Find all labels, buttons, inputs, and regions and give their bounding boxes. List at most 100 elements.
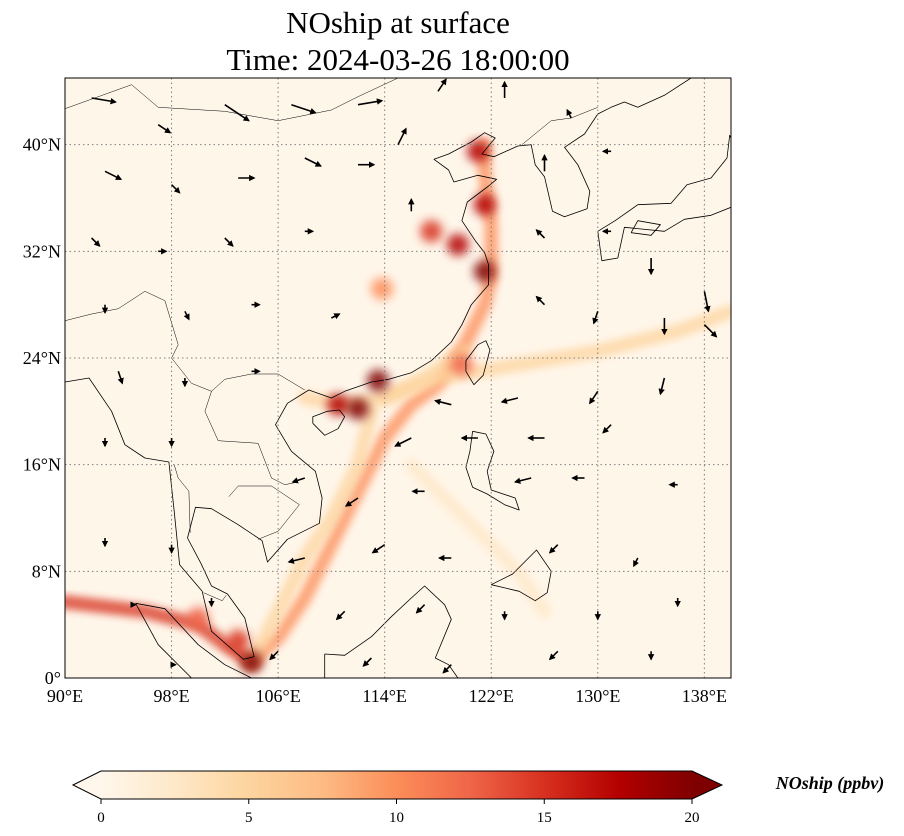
colorbar-tick-label: 10 [389, 810, 404, 826]
title-line-2: Time: 2024-03-26 18:00:00 [226, 42, 569, 77]
country-border [521, 107, 598, 145]
emission-hotspot [466, 140, 489, 163]
coastline-hainan [312, 409, 346, 436]
wind-arrow [183, 310, 190, 321]
shipping-lane [244, 404, 379, 669]
lon-tick-label: 130°E [575, 686, 620, 706]
wind-arrow [535, 229, 546, 239]
wind-arrow [500, 397, 519, 404]
country-border [65, 78, 399, 121]
emission-hotspot [450, 353, 473, 376]
lon-tick-label: 106°E [256, 686, 301, 706]
borders-layer [65, 78, 598, 602]
wind-arrow [224, 237, 234, 247]
emission-hotspot [240, 651, 263, 673]
colorbar-tick-label: 5 [245, 810, 253, 826]
lon-tick-label: 138°E [682, 686, 727, 706]
lat-tick-label: 24°N [23, 348, 61, 368]
map-panel: 90°E 98°E 106°E 114°E 122°E 130°E 138°E 0° 8°N 1… [23, 77, 732, 706]
coastline-sumatra [135, 602, 252, 678]
country-border [65, 291, 166, 321]
colorbar: 0 5 10 15 20 NOship (ppbv) [71, 770, 885, 826]
lon-tick-label: 114°E [362, 686, 407, 706]
coastline-mindanao [491, 549, 552, 602]
wind-arrow [592, 311, 599, 325]
colorbar-gradient [101, 771, 693, 799]
wind-arrow [224, 104, 250, 122]
wind-arrow [304, 157, 322, 167]
coastlines-layer [65, 78, 731, 678]
colorbar-label: NOship (ppbv) [775, 773, 885, 794]
wind-arrow [344, 497, 359, 507]
wind-arrow [548, 650, 559, 661]
country-border [204, 391, 299, 485]
wind-arrow [513, 477, 532, 484]
title-line-1: NOship at surface [286, 5, 510, 40]
wind-arrow [91, 237, 101, 247]
wind-arrow [362, 657, 372, 667]
wind-arrow [658, 377, 666, 396]
colorbar-tick-label: 0 [97, 810, 105, 826]
emission-hotspot [420, 220, 443, 243]
shipping-lane [404, 457, 552, 619]
wind-arrow [434, 398, 452, 406]
coastline-taiwan [465, 340, 491, 386]
emission-hotspot [347, 397, 369, 420]
lon-tick-label: 90°E [47, 686, 83, 706]
emission-hotspot [327, 393, 350, 416]
lon-tick-label: 98°E [153, 686, 189, 706]
country-border [228, 485, 300, 540]
wind-arrow [566, 108, 573, 119]
lat-tick-label: 16°N [23, 455, 61, 475]
wind-arrow [291, 103, 317, 115]
emission-hotspot [446, 233, 469, 256]
colorbar-tick-label: 20 [685, 810, 700, 826]
map-frame [64, 77, 732, 679]
emission-hotspot [473, 193, 496, 216]
shipping-lane [244, 137, 499, 669]
lat-tick-label: 40°N [23, 135, 61, 155]
wind-arrow [415, 604, 426, 614]
wind-arrow [287, 557, 305, 564]
emission-hotspot [187, 607, 210, 629]
coastline-borneo [324, 585, 459, 678]
coastline-japan [597, 134, 731, 262]
wind-arrow [157, 124, 172, 134]
wind-arrow [335, 610, 346, 621]
lat-tick-label: 32°N [23, 241, 61, 261]
lat-tick-label: 8°N [32, 561, 61, 581]
lon-tick-labels: 90°E 98°E 106°E 114°E 122°E 130°E 138°E [47, 686, 727, 706]
colorbar-extend-low [73, 771, 101, 799]
emission-hotspot [227, 629, 250, 652]
emission-hotspot [371, 277, 393, 300]
wind-arrow [171, 184, 181, 194]
wind-arrow [442, 664, 452, 674]
wind-arrow [548, 544, 559, 554]
wind-arrow [371, 544, 386, 554]
wind-arrow [703, 291, 711, 313]
lon-tick-label: 122°E [469, 686, 514, 706]
wind-arrow [104, 170, 123, 181]
wind-arrow [291, 477, 306, 484]
lat-tick-label: 0° [45, 668, 61, 688]
wind-arrow [535, 295, 546, 306]
wind-arrow [602, 424, 612, 434]
wind-arrow [703, 324, 718, 338]
colorbar-tick-label: 15 [537, 810, 552, 826]
colorbar-extend-high [692, 771, 722, 799]
wind-arrow [117, 371, 124, 385]
map-background [65, 78, 731, 678]
country-border [203, 592, 227, 602]
wind-arrow [91, 97, 117, 105]
coastline-luzon [465, 430, 520, 511]
coastline-indochina [65, 78, 692, 660]
emission-hotspot [473, 260, 496, 283]
wind-arrow [437, 78, 447, 92]
colorbar-ticks: 0 5 10 15 20 [97, 799, 700, 826]
coastline-japan-shikoku [630, 220, 661, 236]
wind-arrow [331, 313, 341, 320]
country-border [173, 464, 191, 533]
wind-arrow [589, 390, 599, 405]
wind-arrow [397, 127, 407, 146]
